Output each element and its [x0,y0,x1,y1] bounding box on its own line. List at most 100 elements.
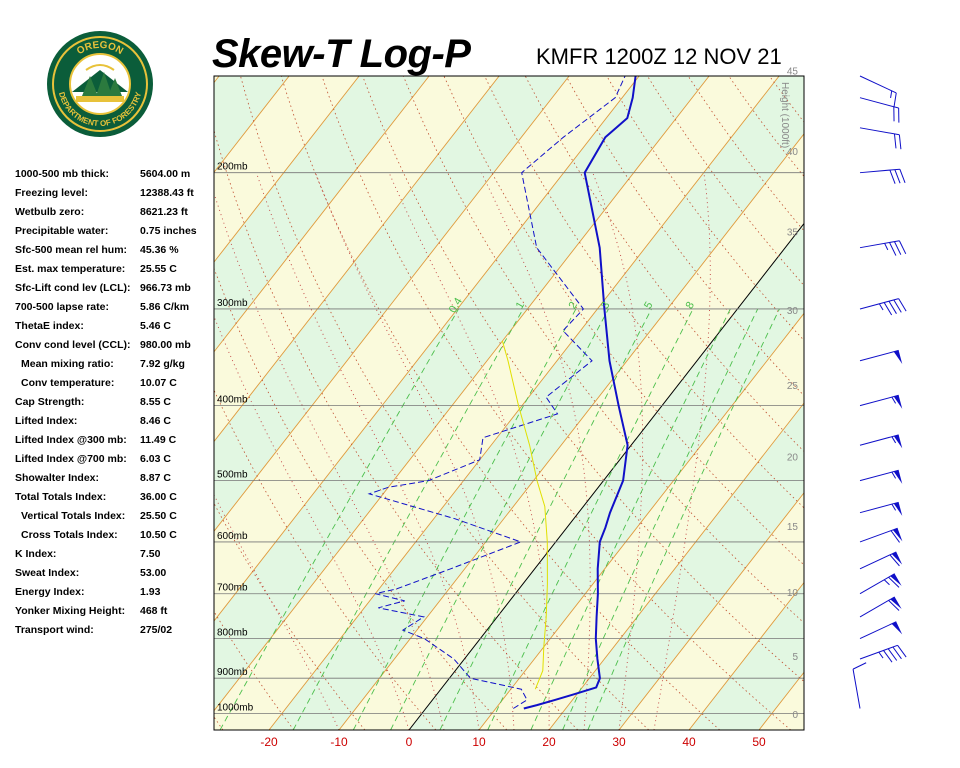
isotherm-band [214,76,220,83]
index-value: 36.00 C [140,491,177,503]
barb-staff [859,596,895,618]
height-tick-label: 20 [787,453,799,464]
isotherm [0,76,149,730]
isotherm-band [269,76,804,730]
dry-adiabat [0,76,152,730]
barb-full [894,241,902,255]
barb-full [893,299,902,313]
isobar-label: 800mb [217,628,248,639]
barb-half [883,579,890,586]
isotherm-band [0,76,9,730]
barb-staff [859,298,899,310]
index-value: 468 ft [140,605,168,617]
barb-full [888,576,900,588]
wind-barb [859,596,902,618]
barb-full [889,169,896,184]
dry-adiabat [214,716,224,730]
barb-half [891,396,897,404]
wind-barb [859,573,902,595]
barb-half [890,90,893,99]
dry-adiabat [932,76,960,730]
height-tick-label: 35 [787,228,799,239]
index-label: Freezing level: [15,187,88,199]
barb-half [878,303,884,311]
index-value: 966.73 mb [140,282,191,294]
index-label: Yonker Mixing Height: [15,605,126,617]
oregon-forestry-logo: OREGON DEPARTMENT OF FORESTRY [46,30,154,138]
isotherm [829,76,960,730]
barb-staff [859,527,898,543]
isotherm [478,312,804,730]
isobar-label: 600mb [217,531,248,542]
wind-barbs [852,75,907,709]
index-value: 5604.00 m [140,168,191,180]
barb-staff [859,127,900,136]
wind-barb [859,527,903,543]
barb-full [898,240,907,255]
index-label: Sweat Index: [15,567,80,579]
isotherm [214,76,430,353]
mixing-ratio-label: 2 [567,300,580,311]
wind-barb [859,168,906,184]
barb-full [898,134,902,150]
wind-barb [859,621,903,640]
dewpoint-trace [367,76,626,709]
wind-barb [859,501,903,516]
height-axis-label: Height (1000ft) [779,82,790,148]
barb-full [852,662,867,670]
barb-full [893,92,897,108]
dry-adiabat [851,76,960,730]
wind-barb [859,75,897,108]
barb-flag [891,551,903,565]
logo-top-text: OREGON [75,40,125,57]
index-label: Conv cond level (CCL): [15,339,131,351]
sounding-traces [367,76,637,710]
mixing-ratio-line [439,308,652,730]
chart-title: Skew-T Log-P [212,32,471,76]
index-label: Lifted Index: [15,415,78,427]
moist-adiabat [214,315,410,730]
wind-barb [859,97,900,123]
mixing-ratio-line [352,308,577,730]
wind-barb [859,298,907,316]
barb-flag [893,470,903,484]
wind-barb [859,240,907,256]
isotherm-band [214,76,780,730]
isotherm-band [0,76,149,730]
mixing-ratio-line [487,308,694,730]
index-label: Vertical Totals Index: [21,510,126,522]
index-label: Sfc-500 mean rel hum: [15,244,128,256]
wind-barb [859,394,903,409]
barb-staff [859,75,897,94]
index-value: 7.92 g/kg [140,358,185,370]
barb-full [883,650,893,663]
isobar-label: 500mb [217,470,248,481]
isotherm [688,581,804,730]
mixing-ratio-line [530,308,731,730]
barb-full [889,242,897,256]
mixing-ratio-line [587,308,780,730]
mixing-ratio-label: 5 [642,300,655,311]
barb-full [894,169,901,184]
index-value: 980.00 mb [140,339,191,351]
wind-barb [859,551,903,570]
isotherm [214,76,570,533]
moist-adiabat [214,191,445,730]
isobar-label: 300mb [217,298,248,309]
index-label: Conv temperature: [21,377,115,389]
index-label: ThetaE index: [15,320,84,332]
barb-staff [859,621,897,640]
barb-half [891,471,897,479]
index-value: 5.46 C [140,320,171,332]
barb-half [884,243,889,251]
barb-staff [859,349,899,362]
index-value: 7.50 [140,548,161,560]
index-value: 12388.43 ft [140,187,194,199]
index-label: Precipitable water: [15,225,109,237]
wind-barb [859,127,902,150]
wind-barb [859,349,903,364]
station-time-label: KMFR 1200Z 12 NOV 21 [536,44,782,69]
x-tick-label: 30 [612,735,626,749]
mixing-ratio-line [562,308,759,730]
barb-staff [859,501,899,514]
